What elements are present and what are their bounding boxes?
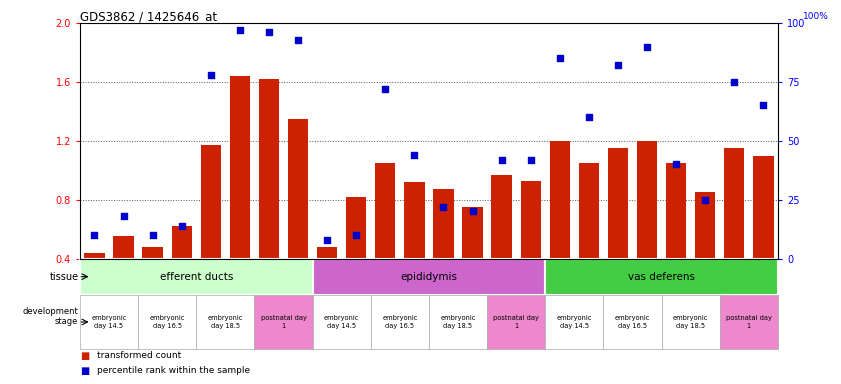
Point — [553, 55, 567, 61]
Point — [408, 152, 421, 158]
Point — [699, 197, 712, 203]
Bar — [550, 141, 570, 258]
Text: ■: ■ — [80, 366, 89, 376]
Text: ■: ■ — [80, 351, 89, 361]
Text: tissue: tissue — [50, 271, 78, 282]
Point — [291, 36, 304, 43]
Text: embryonic
day 18.5: embryonic day 18.5 — [208, 315, 243, 329]
Bar — [429, 295, 487, 349]
Text: embryonic
day 16.5: embryonic day 16.5 — [382, 315, 417, 329]
Bar — [172, 226, 192, 258]
Point — [466, 209, 479, 215]
Bar — [201, 145, 221, 258]
Bar — [80, 258, 313, 295]
Point — [117, 213, 130, 219]
Point — [204, 72, 218, 78]
Point — [611, 62, 625, 68]
Bar — [521, 180, 541, 258]
Bar — [720, 295, 778, 349]
Point — [145, 232, 159, 238]
Bar — [259, 79, 279, 258]
Point — [378, 86, 392, 92]
Bar — [487, 295, 545, 349]
Bar — [317, 247, 337, 258]
Text: percentile rank within the sample: percentile rank within the sample — [98, 366, 251, 376]
Y-axis label: 100%: 100% — [803, 12, 829, 21]
Bar — [196, 295, 254, 349]
Point — [175, 222, 188, 228]
Bar — [579, 163, 599, 258]
Bar — [138, 295, 196, 349]
Point — [757, 103, 770, 109]
Point — [233, 27, 246, 33]
Bar — [313, 258, 545, 295]
Bar — [114, 237, 134, 258]
Bar — [142, 247, 163, 258]
Bar — [463, 207, 483, 258]
Bar — [371, 295, 429, 349]
Bar — [662, 295, 720, 349]
Text: embryonic
day 14.5: embryonic day 14.5 — [92, 315, 127, 329]
Point — [436, 204, 450, 210]
Bar — [491, 175, 512, 258]
Bar — [254, 295, 313, 349]
Bar — [84, 253, 104, 258]
Text: postnatal day
1: postnatal day 1 — [726, 315, 772, 329]
Point — [320, 237, 334, 243]
Point — [669, 161, 683, 167]
Text: postnatal day
1: postnatal day 1 — [261, 315, 306, 329]
Text: transformed count: transformed count — [98, 351, 182, 361]
Bar — [603, 295, 662, 349]
Point — [87, 232, 101, 238]
Bar — [346, 197, 367, 258]
Bar — [754, 156, 774, 258]
Point — [582, 114, 595, 120]
Text: vas deferens: vas deferens — [628, 271, 696, 282]
Text: embryonic
day 16.5: embryonic day 16.5 — [150, 315, 185, 329]
Point — [495, 157, 508, 163]
Text: embryonic
day 16.5: embryonic day 16.5 — [615, 315, 650, 329]
Bar — [433, 189, 453, 258]
Bar — [545, 258, 778, 295]
Bar — [545, 295, 603, 349]
Text: embryonic
day 14.5: embryonic day 14.5 — [557, 315, 592, 329]
Point — [640, 43, 653, 50]
Point — [350, 232, 363, 238]
Bar — [724, 148, 744, 258]
Text: development
stage: development stage — [23, 307, 78, 326]
Text: efferent ducts: efferent ducts — [160, 271, 233, 282]
Bar — [695, 192, 716, 258]
Bar — [80, 295, 138, 349]
Bar — [313, 295, 371, 349]
Text: postnatal day
1: postnatal day 1 — [493, 315, 539, 329]
Bar — [666, 163, 686, 258]
Bar — [608, 148, 628, 258]
Bar — [375, 163, 395, 258]
Bar — [288, 119, 308, 258]
Bar — [405, 182, 425, 258]
Point — [727, 79, 741, 85]
Text: embryonic
day 14.5: embryonic day 14.5 — [324, 315, 359, 329]
Text: embryonic
day 18.5: embryonic day 18.5 — [441, 315, 476, 329]
Text: GDS3862 / 1425646_at: GDS3862 / 1425646_at — [80, 10, 217, 23]
Point — [262, 30, 276, 36]
Bar — [637, 141, 657, 258]
Point — [524, 157, 537, 163]
Text: epididymis: epididymis — [400, 271, 458, 282]
Bar — [230, 76, 250, 258]
Text: embryonic
day 18.5: embryonic day 18.5 — [673, 315, 708, 329]
